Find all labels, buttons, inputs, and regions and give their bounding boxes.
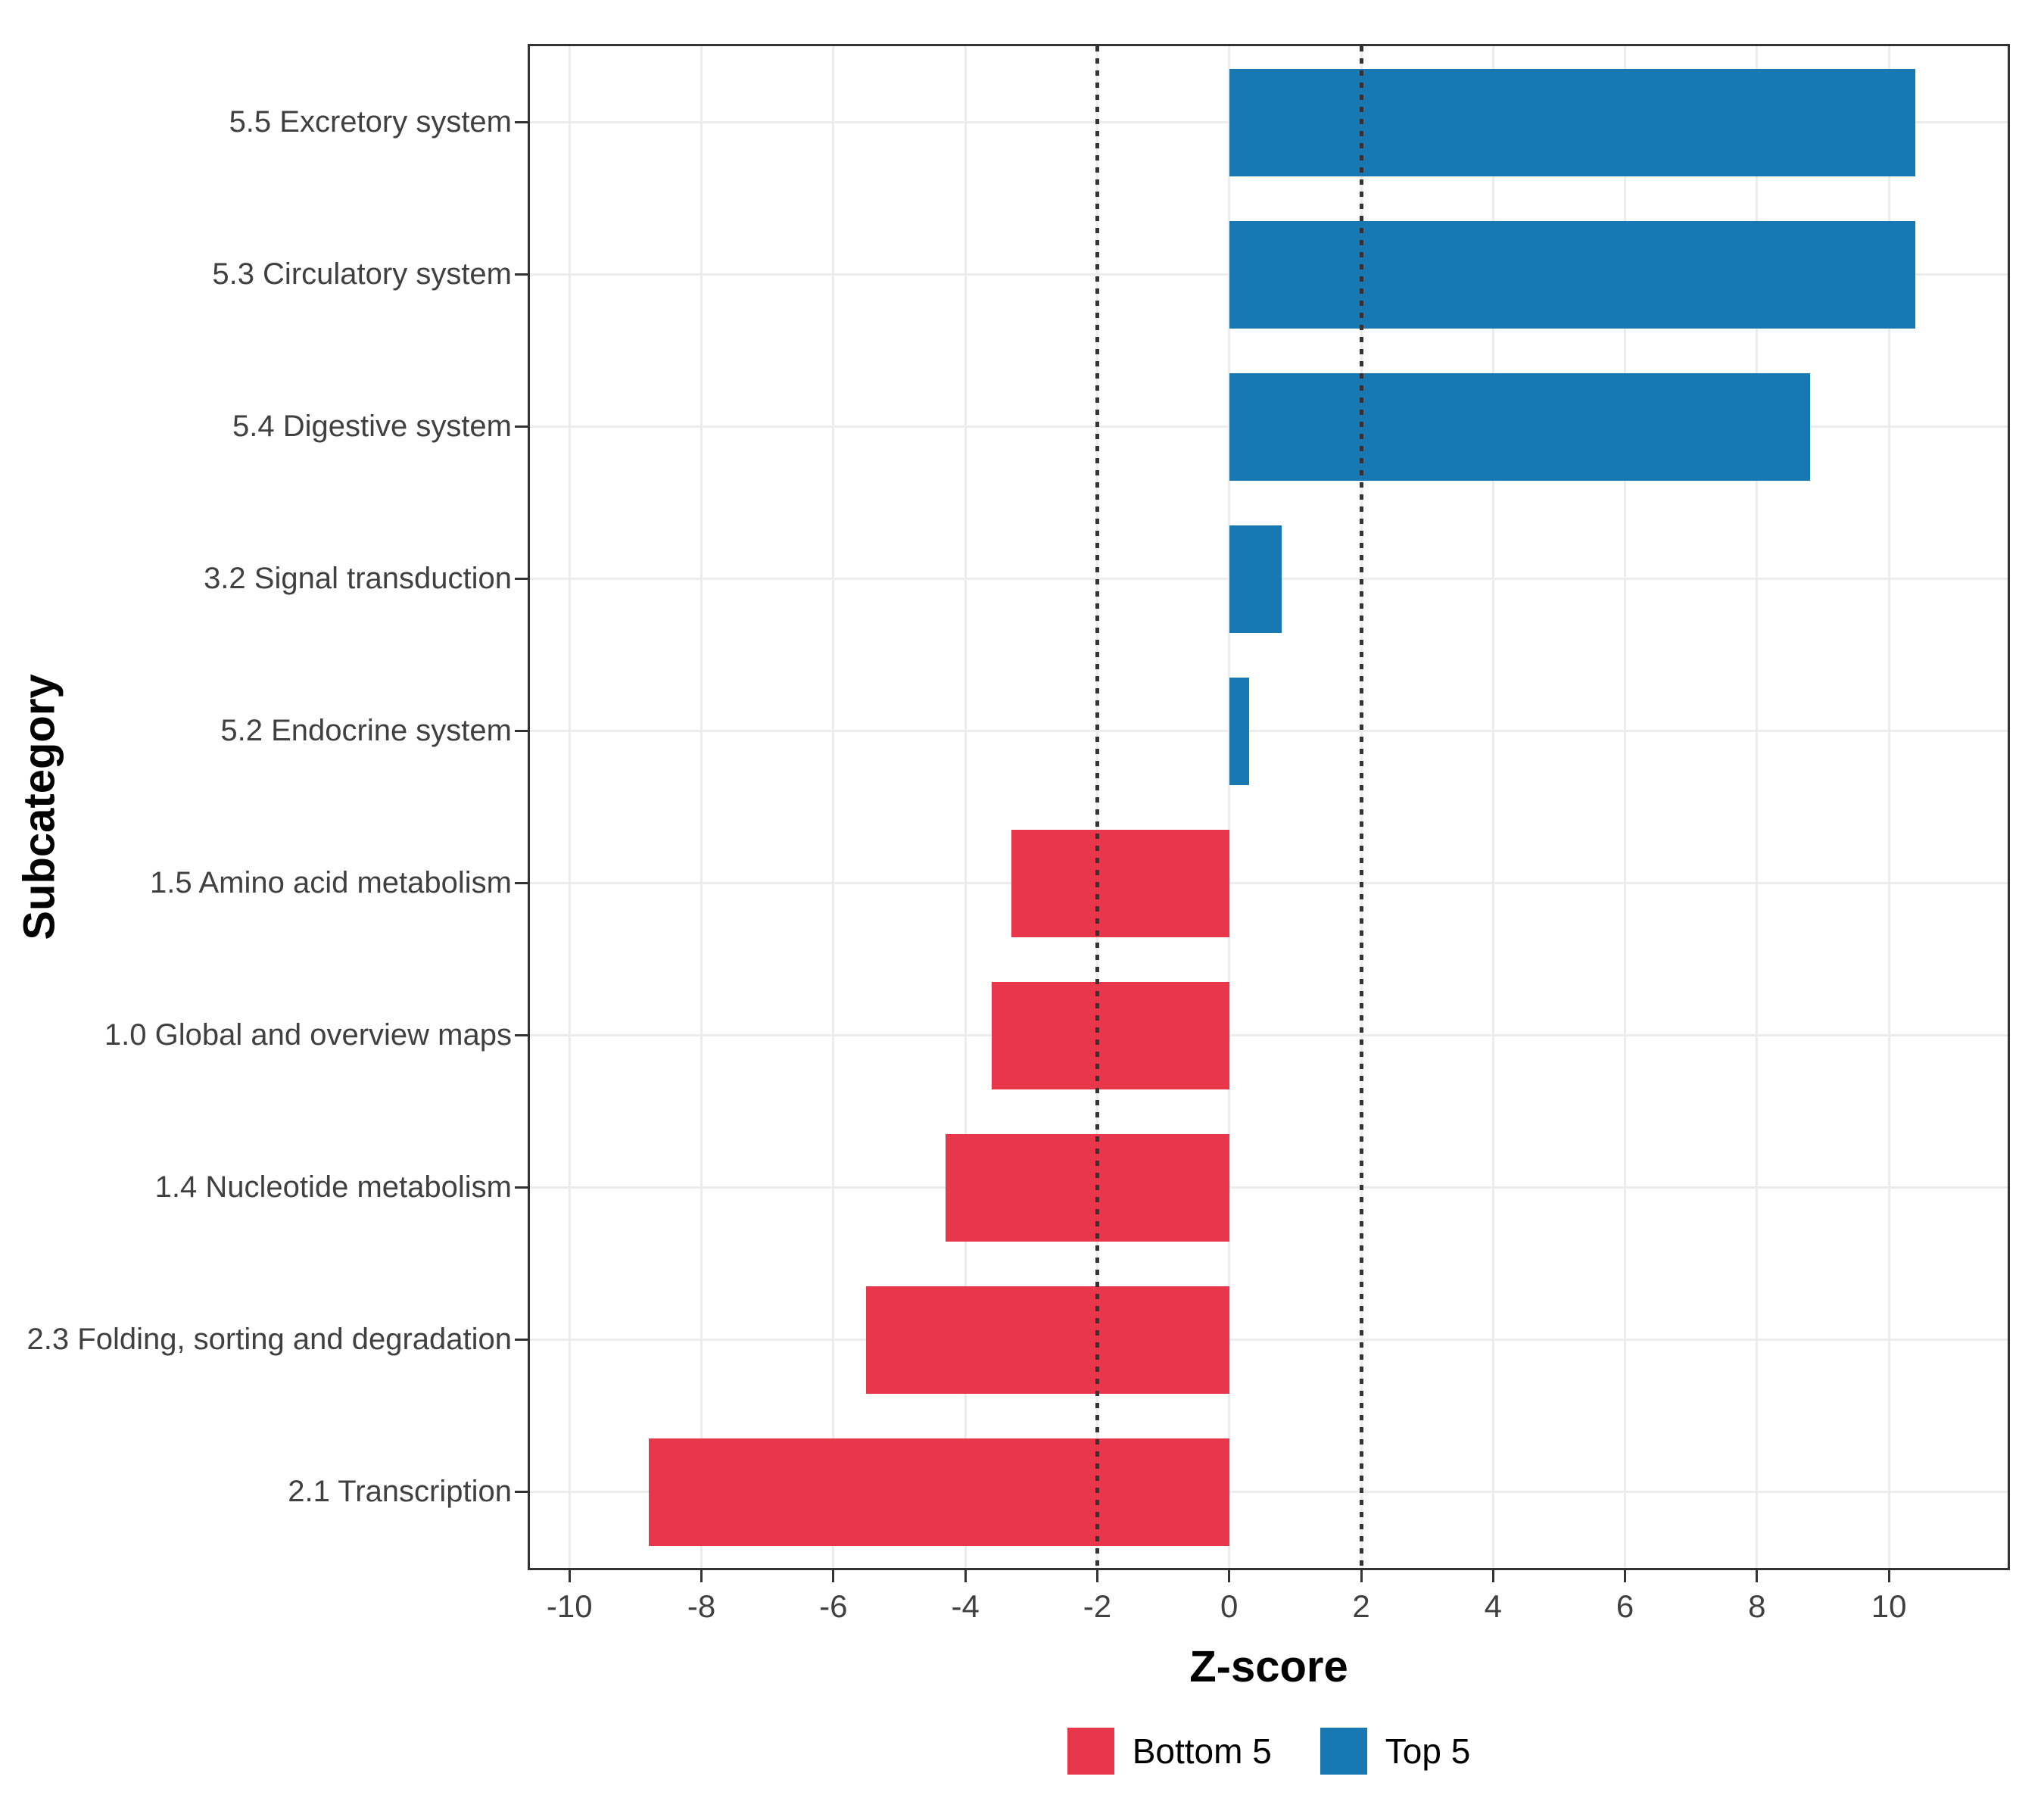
y-axis-tick bbox=[515, 121, 528, 123]
bar-bottom-5 bbox=[1011, 829, 1229, 937]
horizontal-gridline bbox=[530, 1339, 2008, 1341]
y-axis-label: 1.4 Nucleotide metabolism bbox=[154, 1170, 512, 1204]
bar-top-5 bbox=[1229, 68, 1915, 176]
y-axis-label: 1.5 Amino acid metabolism bbox=[149, 866, 512, 899]
x-axis-tick bbox=[1228, 1570, 1231, 1582]
plot-panel bbox=[528, 44, 2010, 1570]
y-axis-tick bbox=[515, 1491, 528, 1493]
bar-bottom-5 bbox=[648, 1438, 1229, 1546]
legend-swatch-top-5 bbox=[1320, 1728, 1367, 1775]
y-axis-tick bbox=[515, 425, 528, 428]
y-axis-tick bbox=[515, 1034, 528, 1036]
x-axis-tick bbox=[964, 1570, 967, 1582]
x-axis-tick bbox=[1887, 1570, 1890, 1582]
x-axis-tick bbox=[1095, 1570, 1098, 1582]
legend-item-bottom-5: Bottom 5 bbox=[1067, 1728, 1272, 1775]
bar-bottom-5 bbox=[992, 981, 1229, 1089]
bar-top-5 bbox=[1229, 220, 1915, 329]
x-axis-tick-label: -10 bbox=[546, 1588, 593, 1624]
x-axis-tick bbox=[700, 1570, 703, 1582]
x-axis-tick bbox=[1624, 1570, 1627, 1582]
y-axis-label: 2.1 Transcription bbox=[288, 1475, 512, 1508]
x-axis-title: Z-score bbox=[1189, 1642, 1348, 1691]
y-axis-label: 5.4 Digestive system bbox=[232, 410, 512, 443]
y-axis-tick bbox=[515, 1339, 528, 1341]
reference-line bbox=[1359, 46, 1363, 1568]
bar-bottom-5 bbox=[946, 1133, 1229, 1242]
vertical-gridline bbox=[1756, 46, 1759, 1568]
x-axis-tick-label: -4 bbox=[951, 1588, 980, 1624]
horizontal-gridline bbox=[530, 1186, 2008, 1189]
vertical-gridline bbox=[1491, 46, 1494, 1568]
y-axis-tick bbox=[515, 1186, 528, 1189]
bar-top-5 bbox=[1229, 372, 1810, 481]
legend-label: Bottom 5 bbox=[1132, 1731, 1272, 1771]
legend-item-top-5: Top 5 bbox=[1320, 1728, 1471, 1775]
x-axis-tick bbox=[1360, 1570, 1363, 1582]
y-axis-tick bbox=[515, 730, 528, 732]
x-axis-tick-label: -8 bbox=[687, 1588, 716, 1624]
x-axis-tick-label: -6 bbox=[819, 1588, 848, 1624]
x-axis-tick bbox=[568, 1570, 571, 1582]
y-axis-label: 1.0 Global and overview maps bbox=[104, 1018, 512, 1052]
vertical-gridline bbox=[964, 46, 967, 1568]
y-axis-tick bbox=[515, 273, 528, 276]
vertical-gridline bbox=[700, 46, 703, 1568]
y-axis-label: 5.5 Excretory system bbox=[229, 105, 512, 139]
legend-label: Top 5 bbox=[1385, 1731, 1471, 1771]
x-axis-tick bbox=[1491, 1570, 1494, 1582]
horizontal-gridline bbox=[530, 1034, 2008, 1036]
y-axis-tick bbox=[515, 578, 528, 580]
vertical-gridline bbox=[832, 46, 835, 1568]
x-axis-tick bbox=[1756, 1570, 1759, 1582]
bar-bottom-5 bbox=[866, 1286, 1229, 1394]
y-axis-label: 5.3 Circulatory system bbox=[212, 257, 512, 291]
y-axis-label: 2.3 Folding, sorting and degradation bbox=[26, 1323, 512, 1356]
x-axis-tick-label: 8 bbox=[1748, 1588, 1766, 1624]
vertical-gridline bbox=[1887, 46, 1890, 1568]
horizontal-gridline bbox=[530, 882, 2008, 884]
bar-top-5 bbox=[1229, 525, 1282, 633]
y-axis-label: 5.2 Endocrine system bbox=[220, 714, 512, 747]
x-axis-tick-label: 4 bbox=[1484, 1588, 1502, 1624]
vertical-gridline bbox=[568, 46, 571, 1568]
reference-line bbox=[1095, 46, 1099, 1568]
vertical-gridline bbox=[1228, 46, 1231, 1568]
y-axis-tick bbox=[515, 882, 528, 884]
x-axis-tick bbox=[832, 1570, 835, 1582]
horizontal-gridline bbox=[530, 730, 2008, 732]
legend-swatch-bottom-5 bbox=[1067, 1728, 1114, 1775]
x-axis-tick-label: 2 bbox=[1352, 1588, 1370, 1624]
y-axis-label: 3.2 Signal transduction bbox=[204, 562, 512, 595]
x-axis-tick-label: 0 bbox=[1220, 1588, 1239, 1624]
x-axis-tick-label: 10 bbox=[1871, 1588, 1907, 1624]
x-axis-tick-label: -2 bbox=[1083, 1588, 1112, 1624]
x-axis-tick-label: 6 bbox=[1616, 1588, 1634, 1624]
vertical-gridline bbox=[1624, 46, 1627, 1568]
legend: Bottom 5 Top 5 bbox=[528, 1728, 2010, 1775]
bar-top-5 bbox=[1229, 677, 1249, 785]
horizontal-gridline bbox=[530, 1491, 2008, 1493]
